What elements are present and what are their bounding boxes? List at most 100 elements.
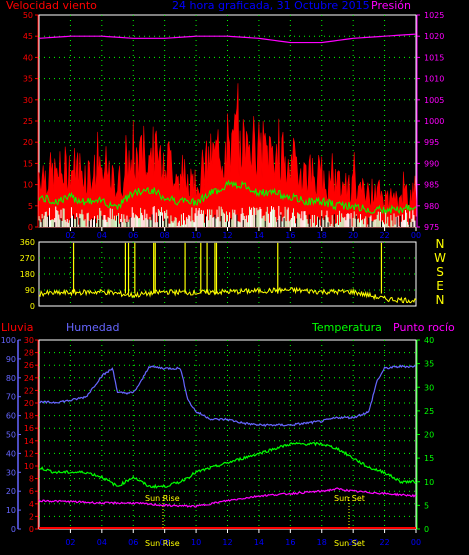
bottom-x-tick-label: 10 [191, 538, 201, 547]
humidity-tick-label: 30 [6, 468, 16, 477]
rain-tick-label: 10 [24, 462, 34, 471]
rain-tick-label: 12 [24, 449, 34, 458]
direction-tick-label: 180 [20, 270, 35, 279]
top-x-tick-label: 04 [97, 231, 107, 240]
rain-tick-label: 20 [24, 399, 34, 408]
humidity-tick-label: 0 [11, 525, 16, 534]
rain-tick-label: 18 [24, 412, 34, 421]
direction-tick-label: 360 [20, 238, 35, 247]
top-x-tick-label: 06 [128, 231, 138, 240]
top-x-tick-label: 10 [191, 231, 201, 240]
top-left-tick-label: 5 [28, 202, 33, 211]
direction-tick-label: 90 [25, 286, 35, 295]
top-right-tick-label: 990 [424, 159, 439, 168]
humidity-tick-label: 20 [6, 487, 16, 496]
bottom-x-tick-label: 14 [254, 538, 264, 547]
top-x-tick-label: 02 [65, 231, 75, 240]
bottom-x-axis: 02 04 06 08 10 12 14 16 18 20 22 00 [65, 529, 421, 547]
rain-tick-label: 22 [24, 386, 34, 395]
top-x-tick-label: 16 [285, 231, 295, 240]
direction-series [38, 242, 417, 304]
top-right-tick-label: 1000 [424, 117, 444, 126]
sunset-label: Sun Set [334, 494, 365, 503]
bottom-x-tick-label: 22 [379, 538, 389, 547]
bottom-x-tick-label: 04 [97, 538, 107, 547]
top-left-tick-label: 30 [23, 96, 33, 105]
top-right-tick-label: 1010 [424, 75, 444, 84]
top-x-tick-label: 20 [348, 231, 358, 240]
temperature-tick-label: 25 [424, 407, 434, 416]
humidity-tick-label: 100 [1, 336, 16, 345]
wind-gust-series [38, 179, 417, 215]
temperature-tick-label: 40 [424, 336, 434, 345]
pressure-series [38, 33, 417, 44]
bottom-x-tick-label: 20 [348, 538, 358, 547]
top-panel: Velocidad viento 24 hora graficada, 31 O… [6, 0, 444, 240]
top-left-label: Velocidad viento [6, 0, 97, 12]
humidity-tick-label: 50 [6, 431, 16, 440]
humidity-tick-label: 40 [6, 449, 16, 458]
humidity-tick-label: 90 [6, 355, 16, 364]
top-right-tick-label: 1015 [424, 53, 444, 62]
top-right-tick-label: 975 [424, 223, 439, 232]
bottom-x-tick-label: 16 [285, 538, 295, 547]
top-left-tick-label: 25 [23, 117, 33, 126]
direction-letter: N [436, 237, 445, 251]
direction-letter: N [436, 293, 445, 307]
direction-letter: E [436, 279, 444, 293]
direction-tick-label: 0 [30, 302, 35, 311]
direction-letter: S [436, 265, 444, 279]
sunrise-label: Sun Rise [145, 494, 180, 503]
wind-speed-series [38, 83, 417, 228]
top-left-tick-label: 10 [23, 181, 33, 190]
humidity-tick-label: 60 [6, 412, 16, 421]
rain-tick-label: 24 [24, 374, 34, 383]
top-left-tick-label: 15 [23, 159, 33, 168]
bottom-x-tick-label: 06 [128, 538, 138, 547]
bottom-x-tick-label: 02 [65, 538, 75, 547]
bottom-panel: Lluvia Humedad Temperatura Punto rocío 0… [1, 321, 455, 548]
top-title: 24 hora graficada, 31 Octubre 2015 [172, 0, 370, 12]
rain-tick-label: 2 [29, 512, 34, 521]
top-right-tick-label: 1020 [424, 32, 444, 41]
top-right-tick-label: 995 [424, 138, 439, 147]
rain-tick-label: 8 [29, 475, 34, 484]
rain-tick-label: 14 [24, 437, 34, 446]
top-x-axis: 02 04 06 08 10 12 14 16 18 20 22 00 [65, 227, 421, 240]
rain-tick-label: 30 [24, 336, 34, 345]
sunrise-axis-label: Sun Rise [145, 539, 180, 548]
top-x-tick-label: 08 [160, 231, 170, 240]
top-x-tick-label: 22 [379, 231, 389, 240]
top-x-tick-label: 12 [222, 231, 232, 240]
bottom-x-tick-label: 12 [222, 538, 232, 547]
rain-tick-label: 26 [24, 361, 34, 370]
rain-label: Lluvia [1, 321, 33, 334]
top-left-tick-label: 40 [23, 53, 33, 62]
temperature-label: Temperatura [311, 321, 382, 334]
top-series [38, 33, 417, 228]
top-left-tick-label: 0 [28, 223, 33, 232]
top-right-label: Presión [371, 0, 411, 12]
rain-tick-label: 16 [24, 424, 34, 433]
rain-tick-label: 0 [29, 525, 34, 534]
top-left-tick-label: 35 [23, 75, 33, 84]
direction-letter: W [434, 251, 446, 265]
top-left-tick-label: 50 [23, 11, 33, 20]
dewpoint-series [38, 487, 417, 508]
direction-tick-label: 270 [20, 254, 35, 263]
bottom-x-tick-label: 00 [411, 538, 421, 547]
temperature-tick-label: 35 [424, 360, 434, 369]
temperature-tick-label: 10 [424, 478, 434, 487]
top-right-tick-label: 980 [424, 202, 439, 211]
dewpoint-label: Punto rocío [393, 321, 455, 334]
top-left-axis: 0 5 10 15 20 25 30 35 40 45 50 [23, 11, 39, 232]
top-right-tick-label: 985 [424, 181, 439, 190]
temperature-tick-label: 30 [424, 383, 434, 392]
temperature-series [38, 441, 417, 489]
rain-tick-label: 4 [29, 500, 34, 509]
wind-direction-series [38, 286, 417, 304]
top-left-tick-label: 45 [23, 32, 33, 41]
bottom-series [38, 364, 417, 529]
direction-axis: 0 90 180 270 360 [20, 238, 35, 311]
